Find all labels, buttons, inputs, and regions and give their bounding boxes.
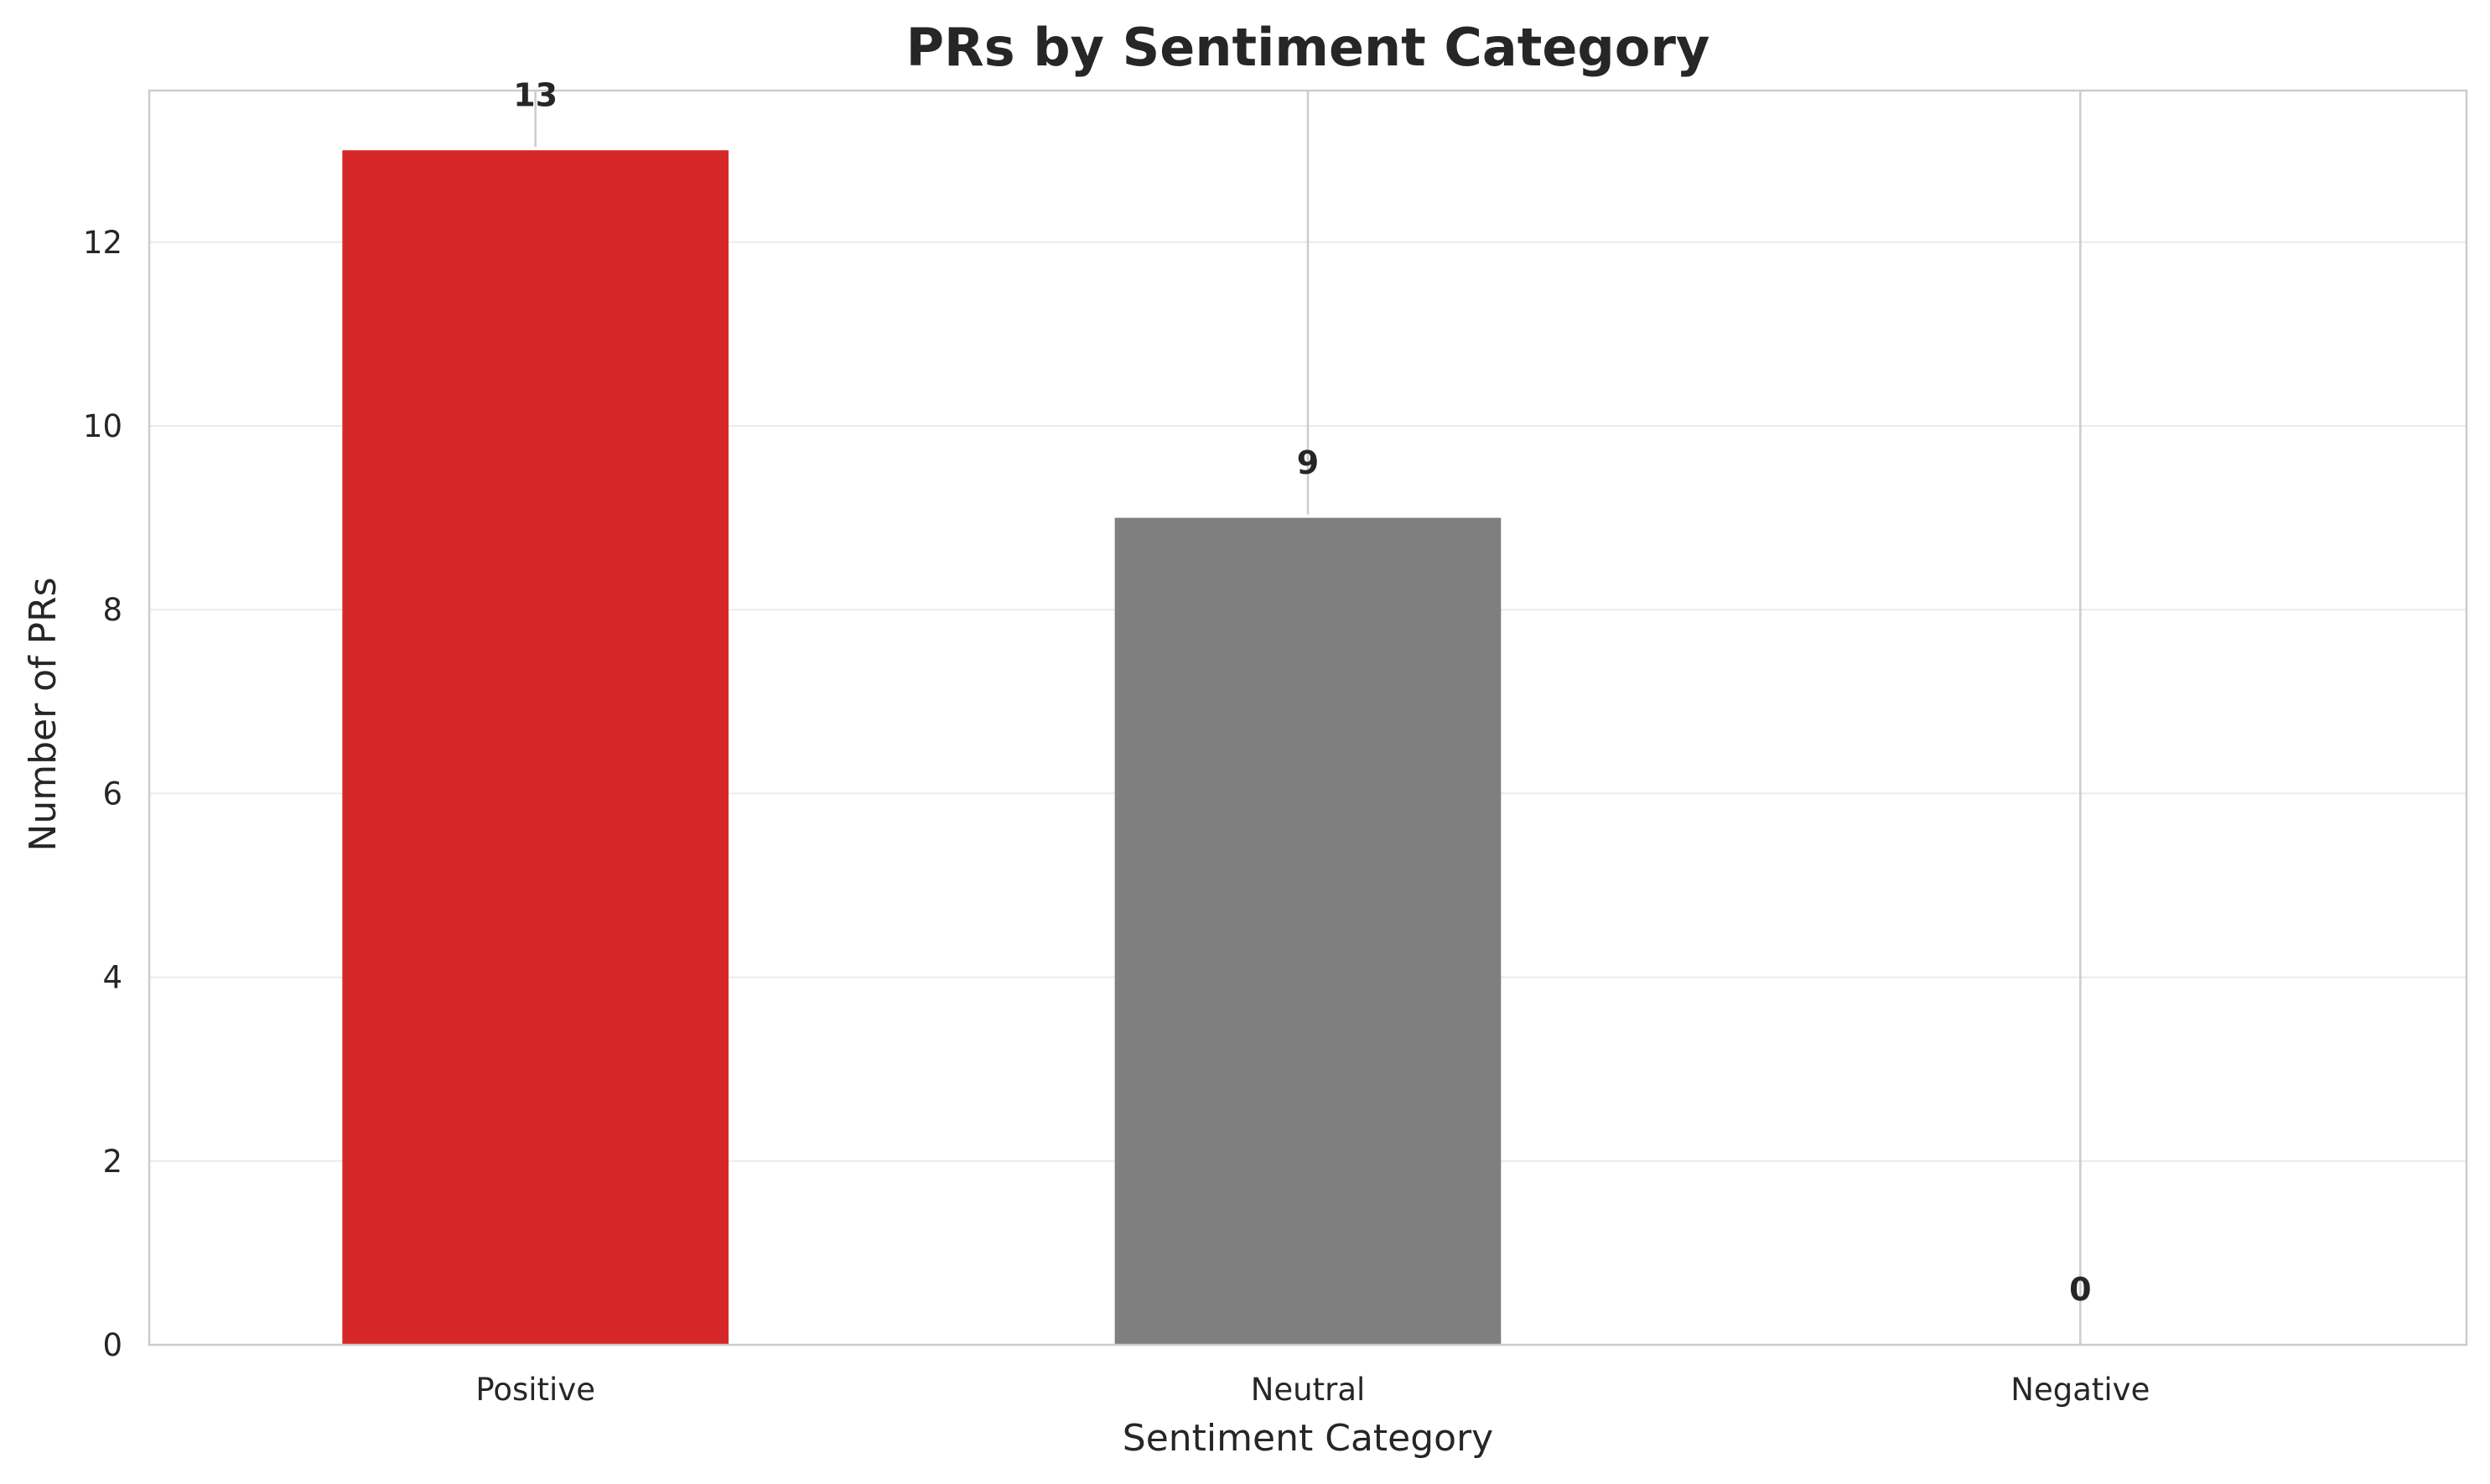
value-leader-lines bbox=[534, 91, 2082, 1345]
x-axis-label: Sentiment Category bbox=[1123, 1417, 1493, 1460]
value-label: 9 bbox=[1297, 444, 1319, 481]
value-labels: 13 9 0 bbox=[513, 76, 2091, 1308]
value-label: 0 bbox=[2069, 1271, 2091, 1308]
bars bbox=[342, 150, 1502, 1346]
value-label: 13 bbox=[513, 76, 558, 113]
bar-positive bbox=[342, 150, 729, 1346]
y-tick-label: 8 bbox=[102, 592, 122, 628]
y-axis-ticks: 0 2 4 6 8 10 12 bbox=[83, 225, 122, 1363]
x-tick-label: Positive bbox=[475, 1372, 595, 1408]
y-axis-label: Number of PRs bbox=[22, 577, 65, 851]
bar-neutral bbox=[1114, 517, 1502, 1345]
y-tick-label: 12 bbox=[83, 225, 122, 261]
y-tick-label: 6 bbox=[102, 776, 122, 812]
plot-frame bbox=[148, 89, 2468, 1346]
y-tick-label: 2 bbox=[102, 1144, 122, 1180]
x-tick-label: Neutral bbox=[1251, 1372, 1366, 1408]
y-tick-label: 4 bbox=[102, 960, 122, 996]
y-tick-label: 0 bbox=[102, 1327, 122, 1363]
y-tick-label: 10 bbox=[83, 408, 122, 444]
chart-title: PRs by Sentiment Category bbox=[906, 17, 1710, 78]
x-tick-label: Negative bbox=[2010, 1372, 2150, 1408]
x-axis-ticks: Positive Neutral Negative bbox=[475, 1372, 2150, 1408]
